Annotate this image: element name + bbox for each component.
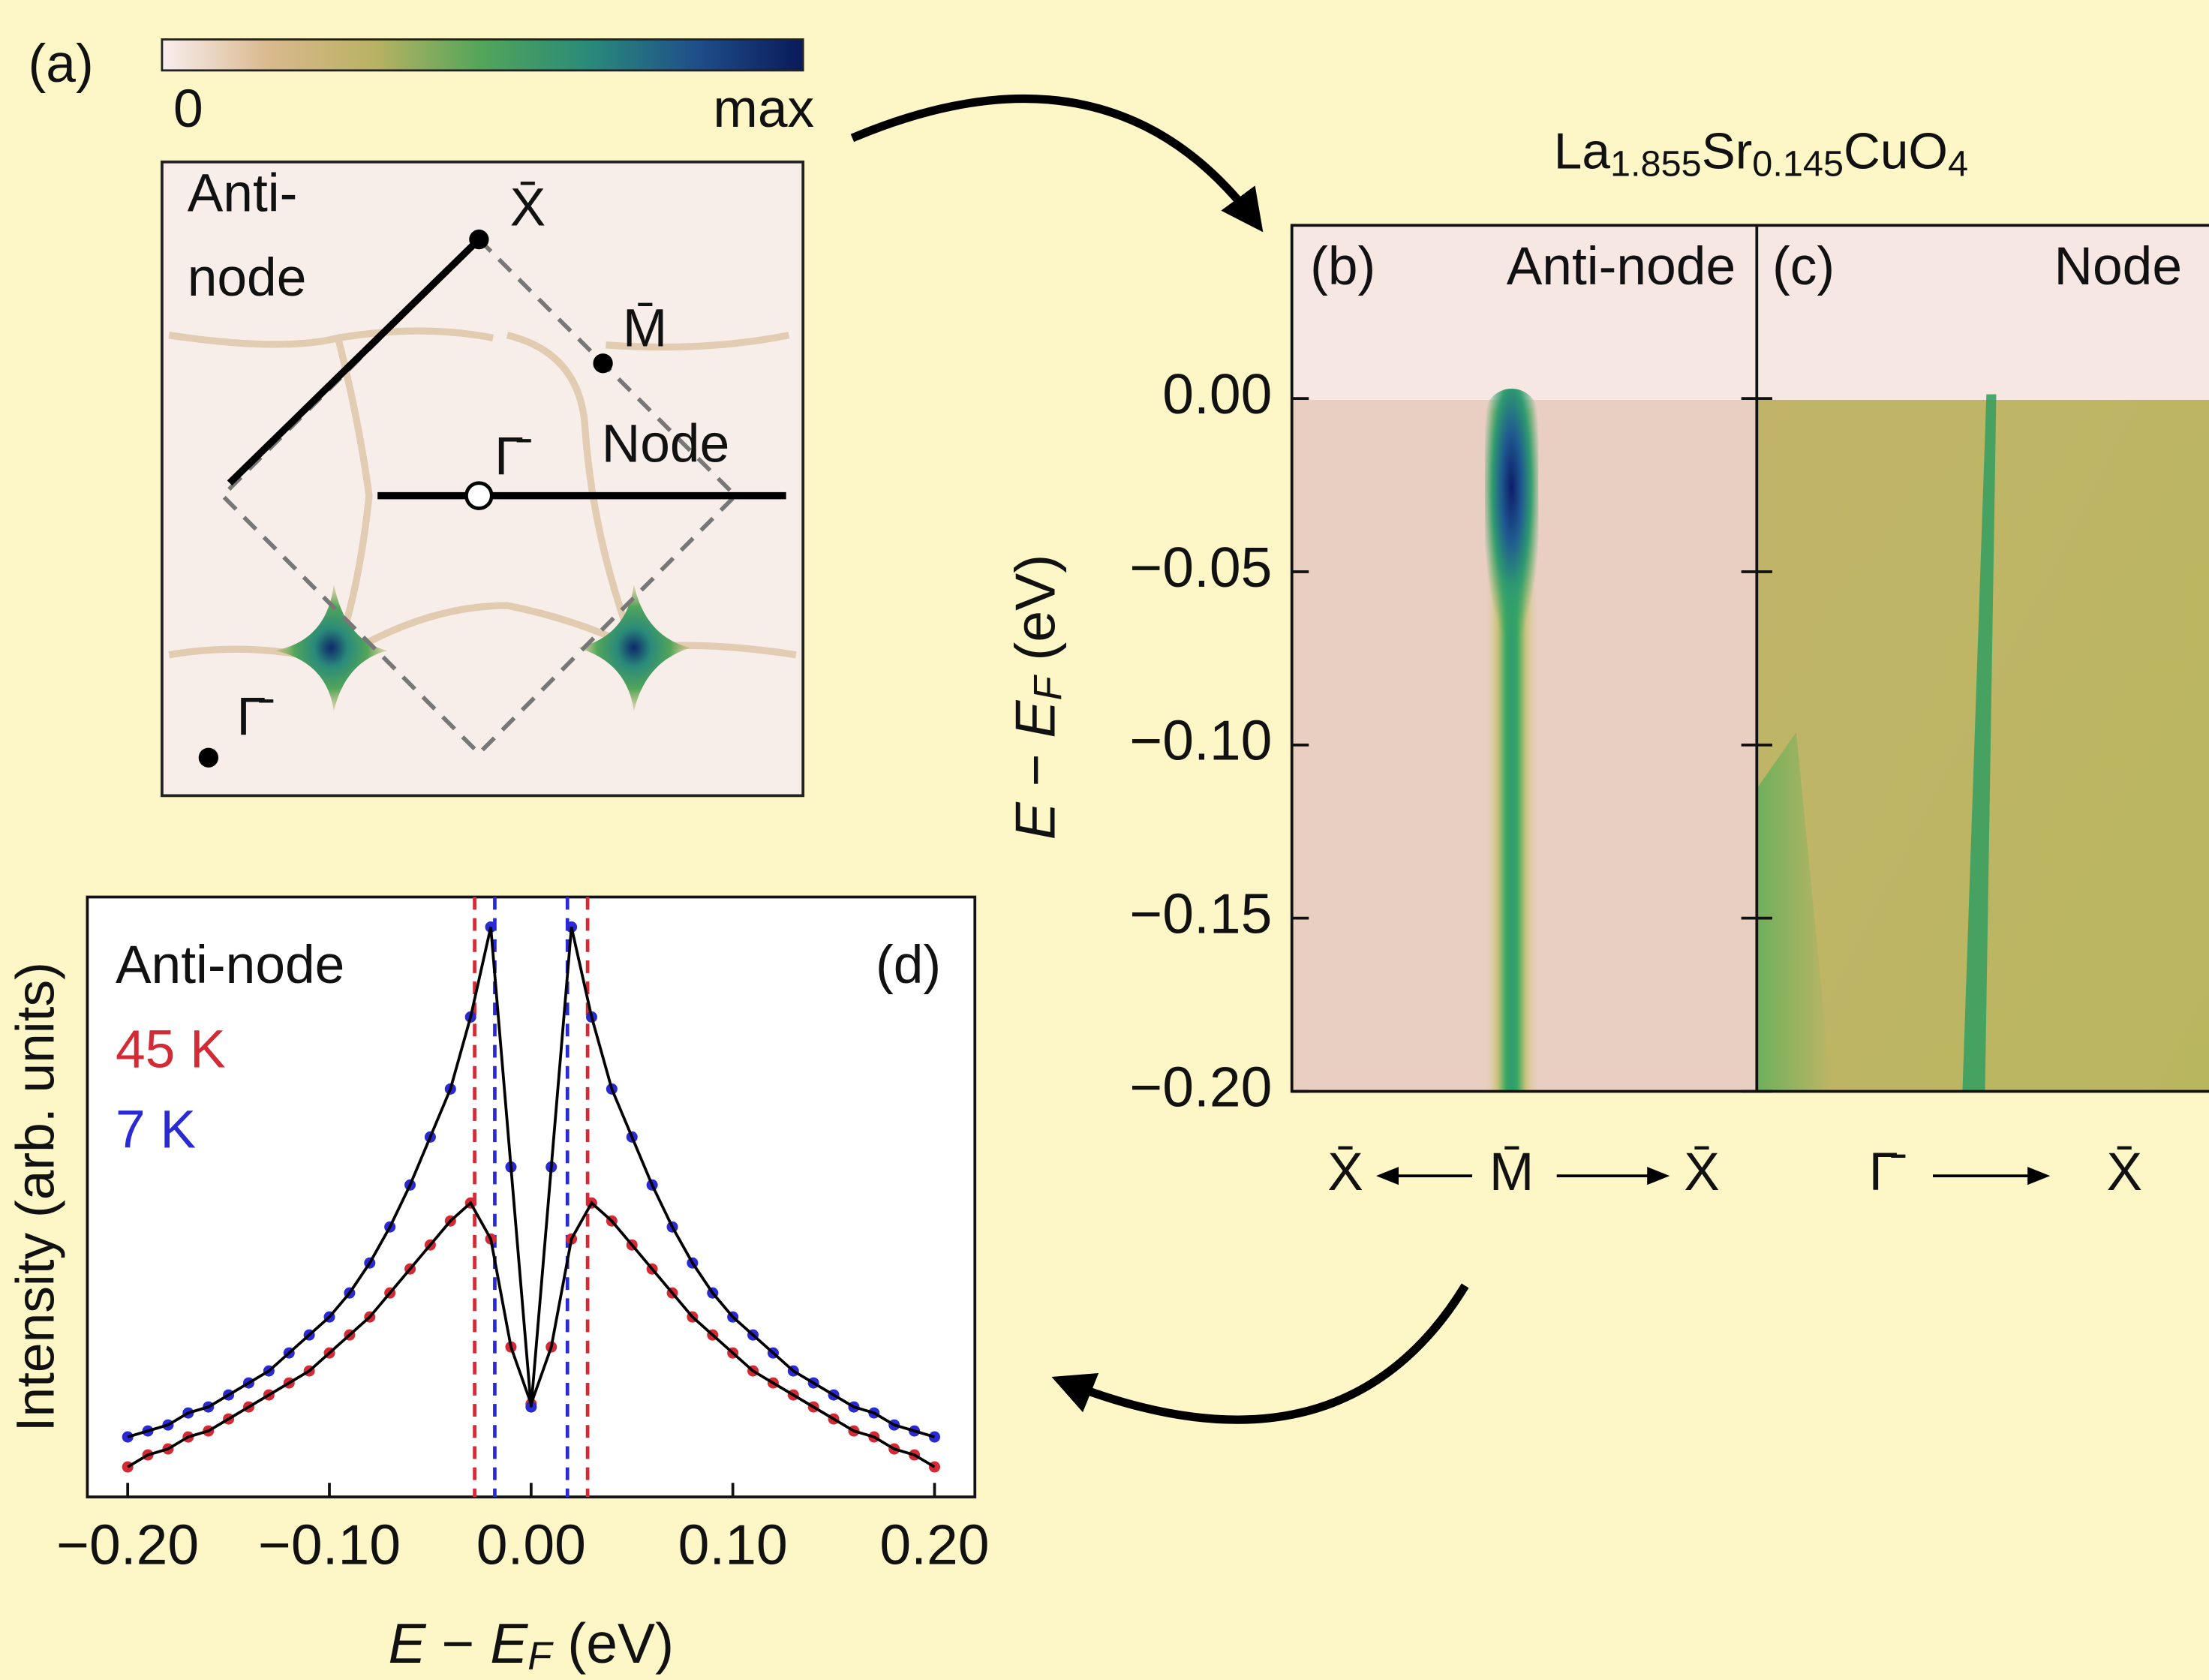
band — [1962, 394, 1997, 1092]
y-tick-label: −0.10 — [1129, 709, 1272, 772]
arrow — [1051, 1283, 1469, 1424]
panel-label: (c) — [1772, 236, 1835, 296]
label-part: − — [1003, 738, 1066, 803]
y-axis-label: E − EF (eV) — [1003, 554, 1070, 840]
annotation: Node — [602, 414, 730, 474]
panel-label: (b) — [1310, 236, 1375, 296]
legend-entry: 7 K — [116, 1100, 196, 1160]
label-part: (eV) — [1003, 554, 1066, 677]
chart-title: Anti-node — [116, 935, 344, 995]
x-tick-label: 0.20 — [879, 1513, 989, 1576]
k-label: X̄ — [1327, 1142, 1363, 1202]
panel-a: (a) 0 max Anti- node X̄ M̄ Γ̄ Node Γ̄ — [29, 34, 814, 798]
title-part: Sr — [1702, 123, 1753, 179]
k-label: X̄ — [1684, 1142, 1720, 1202]
title-part: 0.145 — [1752, 143, 1844, 184]
annotation: node — [188, 248, 307, 308]
label-part: E — [490, 1612, 528, 1675]
hot-spot — [275, 584, 388, 711]
y-tick-label: −0.15 — [1129, 882, 1272, 945]
panel-name: Node — [2054, 236, 2182, 296]
k-label: M̄ — [623, 299, 667, 359]
brillouin-zone — [219, 236, 739, 757]
arpes-image-background — [1757, 225, 2209, 401]
k-label: X̄ — [2107, 1142, 2143, 1202]
panel-d: Anti-node (d) Intensity (arb. units) −0.… — [5, 895, 990, 1678]
colorbar-label: max — [713, 79, 814, 139]
colorbar-label: 0 — [173, 79, 203, 139]
title-part: 1.855 — [1610, 143, 1702, 184]
label-part: E — [1003, 700, 1066, 738]
cut-line — [227, 236, 482, 486]
k-point — [593, 353, 613, 374]
panel-bc: La1.855Sr0.145CuO4 (b) Anti-node (c) Nod… — [1003, 123, 2209, 1202]
fit-line — [127, 927, 936, 1438]
legend-entry: 45 K — [116, 1020, 226, 1080]
panel-label: (a) — [29, 34, 94, 94]
hot-spot — [577, 584, 690, 711]
chart-title: La1.855Sr0.145CuO4 — [1554, 123, 1968, 184]
colorbar — [161, 38, 804, 72]
k-point — [469, 229, 489, 250]
x-tick-label: −0.20 — [56, 1513, 199, 1576]
fermi-map — [161, 160, 805, 798]
k-label: X̄ — [510, 177, 546, 237]
x-tick-label: 0.00 — [476, 1513, 586, 1576]
k-label: M̄ — [1489, 1142, 1534, 1202]
k-label: Γ̄ — [1869, 1142, 1906, 1202]
y-tick-label: −0.20 — [1129, 1055, 1272, 1118]
x-tick-label: −0.10 — [258, 1513, 401, 1576]
label-part: (eV) — [551, 1612, 674, 1675]
annotation: Anti- — [188, 164, 298, 224]
label-part: E — [389, 1612, 427, 1675]
arpes-image-background — [1291, 225, 1757, 401]
k-point — [198, 747, 219, 768]
y-axis-label: Intensity (arb. units) — [5, 962, 65, 1432]
label-part: E — [1003, 801, 1066, 840]
label-part: − — [426, 1612, 491, 1675]
x-axis-label: E − EF (eV) — [389, 1612, 675, 1678]
label-part: F — [1026, 675, 1071, 701]
title-part: La — [1554, 123, 1611, 179]
title-part: 4 — [1948, 143, 1968, 184]
label-part: F — [527, 1634, 554, 1678]
panel-name: Anti-node — [1507, 236, 1736, 296]
y-tick-label: −0.05 — [1129, 536, 1272, 599]
panel-label: (d) — [876, 935, 941, 995]
x-tick-label: 0.10 — [678, 1513, 788, 1576]
title-part: CuO — [1844, 123, 1948, 179]
y-tick-label: 0.00 — [1162, 362, 1272, 425]
arrow — [850, 94, 1264, 233]
image-texture — [1757, 732, 1832, 1092]
band-top — [1484, 388, 1539, 671]
k-point — [464, 481, 494, 510]
